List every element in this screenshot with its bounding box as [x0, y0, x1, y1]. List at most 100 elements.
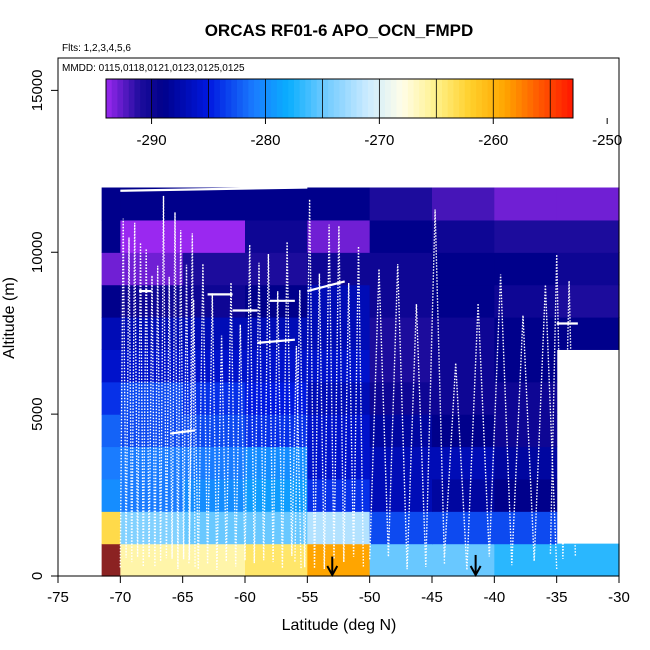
heatmap-cell: [432, 284, 495, 318]
colorbar-swatch: [214, 79, 221, 118]
colorbar-swatch: [208, 79, 215, 118]
heatmap-cell: [369, 252, 433, 286]
colorbar-swatch: [533, 79, 540, 118]
colorbar-swatch: [550, 79, 557, 118]
heatmap-cell: [101, 511, 121, 545]
heatmap-cell: [120, 219, 184, 253]
heatmap-cell: [556, 284, 620, 318]
y-tick-label: 5000: [29, 397, 46, 430]
heatmap-cell: [494, 219, 558, 253]
heatmap-cell: [120, 446, 184, 480]
x-tick-label: -55: [296, 589, 318, 606]
colorbar-swatch: [202, 79, 210, 118]
heatmap-cell: [432, 381, 495, 415]
heatmap-cell: [120, 414, 184, 448]
heatmap-cell: [101, 219, 121, 253]
colorbar-swatch: [447, 79, 454, 118]
dates-note: MMDD: 0115,0118,0121,0123,0125,0125: [62, 63, 245, 74]
heatmap-cell: [369, 317, 433, 350]
heatmap-cell: [494, 446, 558, 480]
heatmap-cell: [101, 478, 121, 512]
heatmap-cell: [556, 543, 620, 577]
heatmap-cell: [432, 414, 495, 448]
x-tick-label: -70: [109, 589, 131, 606]
flight-track: [549, 254, 577, 559]
colorbar-swatch: [498, 79, 506, 118]
plot-frame: [57, 57, 620, 577]
heatmap-cell: [556, 317, 620, 350]
heatmap-cell: [494, 543, 558, 577]
y-axis: 0 5000 10000 15000: [29, 70, 58, 580]
colorbar-swatch: [516, 79, 523, 118]
heatmap-cell: [101, 349, 121, 383]
heatmap-cell: [101, 446, 121, 480]
heatmap-cell: [101, 414, 121, 448]
heatmap-cell: [494, 478, 558, 512]
heatmap-cell: [369, 414, 433, 448]
colorbar-tick-label: -290: [137, 132, 167, 149]
colorbar-swatch: [402, 79, 409, 118]
colorbar-swatch: [561, 79, 568, 118]
colorbar-swatch: [254, 79, 261, 118]
colorbar-swatch: [123, 79, 130, 118]
colorbar-swatch: [481, 79, 489, 118]
colorbar-swatch: [436, 79, 443, 118]
flight-level-leg: [307, 280, 346, 293]
flight-level-leg: [120, 186, 308, 192]
colorbar-swatch: [219, 79, 227, 118]
colorbar-swatch: [311, 79, 318, 118]
colorbar-swatch: [128, 79, 135, 118]
colorbar-frame: [105, 78, 574, 119]
colorbar-swatch: [356, 79, 363, 118]
colorbar-swatch: [134, 79, 141, 118]
flight-tracks: [119, 186, 578, 571]
heatmap-cell: [432, 187, 495, 221]
heatmap-cell: [101, 284, 121, 318]
colorbar-swatch: [322, 79, 329, 118]
colorbar-swatch: [407, 79, 415, 118]
colorbar-swatch: [157, 79, 164, 118]
colorbar-swatch: [197, 79, 204, 118]
heatmap-cell: [494, 511, 558, 545]
heatmap-cell: [120, 543, 184, 577]
colorbar-swatch: [476, 79, 483, 118]
heatmap-cell: [245, 187, 308, 221]
heatmap-cell: [369, 219, 433, 253]
colorbar-tick-label: -260: [478, 132, 508, 149]
colorbar-swatch: [271, 79, 278, 118]
colorbar-swatch: [413, 79, 420, 118]
heatmap-cell: [307, 511, 371, 545]
colorbar-swatch: [510, 79, 517, 118]
colorbar-swatch: [299, 79, 306, 118]
heatmap-cell: [556, 187, 620, 221]
colorbar-swatch: [396, 79, 403, 118]
colorbar-swatch: [293, 79, 301, 118]
heatmap-cell: [307, 187, 371, 221]
colorbar-swatch: [339, 79, 346, 118]
y-axis-label: Altitude (m): [1, 277, 18, 359]
x-tick-label: -65: [172, 589, 194, 606]
heatmap-cell: [494, 317, 558, 350]
x-tick-label: -45: [421, 589, 443, 606]
colorbar-tick-label: -250: [592, 132, 622, 149]
heatmap-cell: [494, 414, 558, 448]
heatmap-cell: [101, 187, 121, 221]
heatmap-cell: [432, 219, 495, 253]
colorbar-swatch: [231, 79, 238, 118]
colorbar-swatch: [259, 79, 266, 118]
heatmap-cell: [494, 187, 558, 221]
colorbar-swatch: [464, 79, 471, 118]
heatmap-cell: [120, 187, 184, 221]
colorbar-swatch: [225, 79, 232, 118]
colorbar-swatch: [288, 79, 295, 118]
colorbar-swatch: [145, 79, 153, 118]
colorbar-swatch: [117, 79, 124, 118]
x-tick-label: -40: [483, 589, 505, 606]
colorbar-swatch: [191, 79, 198, 118]
heatmap-cell: [432, 543, 495, 577]
colorbar-swatch: [470, 79, 477, 118]
colorbar-swatch: [162, 79, 170, 118]
colorbar-swatch: [442, 79, 449, 118]
heatmap-cell: [307, 543, 371, 577]
